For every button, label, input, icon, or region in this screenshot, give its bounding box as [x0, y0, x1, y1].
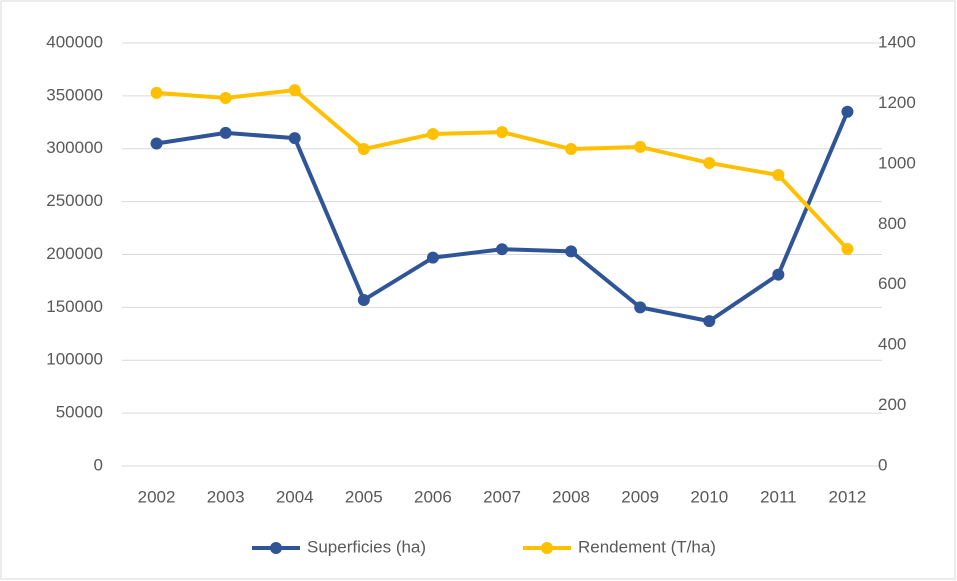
- y-tick-label: 250000: [46, 191, 103, 210]
- point: [357, 293, 370, 306]
- point: [634, 140, 647, 153]
- point: [219, 126, 232, 139]
- x-tick-label: 2008: [552, 487, 590, 506]
- point: [426, 127, 439, 140]
- y2-tick-label: 600: [878, 274, 906, 293]
- x-tick-label: 2002: [138, 487, 176, 506]
- y2-tick-label: 1200: [878, 93, 916, 112]
- point: [703, 315, 716, 328]
- point: [772, 268, 785, 281]
- point: [565, 245, 578, 258]
- point: [772, 169, 785, 182]
- y-tick-label: 100000: [46, 350, 103, 369]
- point: [841, 105, 854, 118]
- legend-label: Superficies (ha): [307, 537, 426, 556]
- y-tick-label: 150000: [46, 297, 103, 316]
- y2-tick-label: 0: [878, 455, 887, 474]
- point: [288, 132, 301, 145]
- y-tick-label: 350000: [46, 85, 103, 104]
- y-tick-label: 0: [94, 455, 103, 474]
- x-tick-label: 2011: [760, 487, 797, 506]
- legend-marker: [270, 542, 282, 554]
- x-tick-label: 2006: [414, 487, 452, 506]
- point: [150, 86, 163, 99]
- x-tick-label: 2005: [345, 487, 383, 506]
- y-tick-label: 300000: [46, 138, 103, 157]
- x-tick-label: 2012: [829, 487, 867, 506]
- point: [219, 91, 232, 104]
- point: [565, 143, 578, 156]
- point: [426, 251, 439, 264]
- y-tick-label: 200000: [46, 244, 103, 263]
- point: [841, 243, 854, 256]
- point: [703, 156, 716, 169]
- y2-tick-label: 1400: [878, 32, 916, 51]
- y2-tick-label: 400: [878, 335, 906, 354]
- point: [496, 243, 508, 256]
- x-tick-label: 2003: [207, 487, 245, 506]
- y2-tick-label: 800: [878, 214, 906, 233]
- point: [288, 84, 301, 97]
- y2-tick-label: 1000: [878, 153, 916, 172]
- x-tick-label: 2007: [483, 487, 521, 506]
- point: [357, 143, 370, 156]
- x-tick-label: 2009: [621, 487, 659, 506]
- legend-label: Rendement (T/ha): [578, 537, 716, 556]
- point: [150, 137, 163, 150]
- point: [634, 301, 647, 314]
- point: [496, 126, 508, 139]
- y-tick-label: 400000: [46, 32, 103, 51]
- legend-marker: [541, 542, 553, 554]
- x-tick-label: 2010: [690, 487, 728, 506]
- x-tick-label: 2004: [276, 487, 314, 506]
- y-tick-label: 50000: [56, 403, 103, 422]
- y2-tick-label: 200: [878, 395, 906, 414]
